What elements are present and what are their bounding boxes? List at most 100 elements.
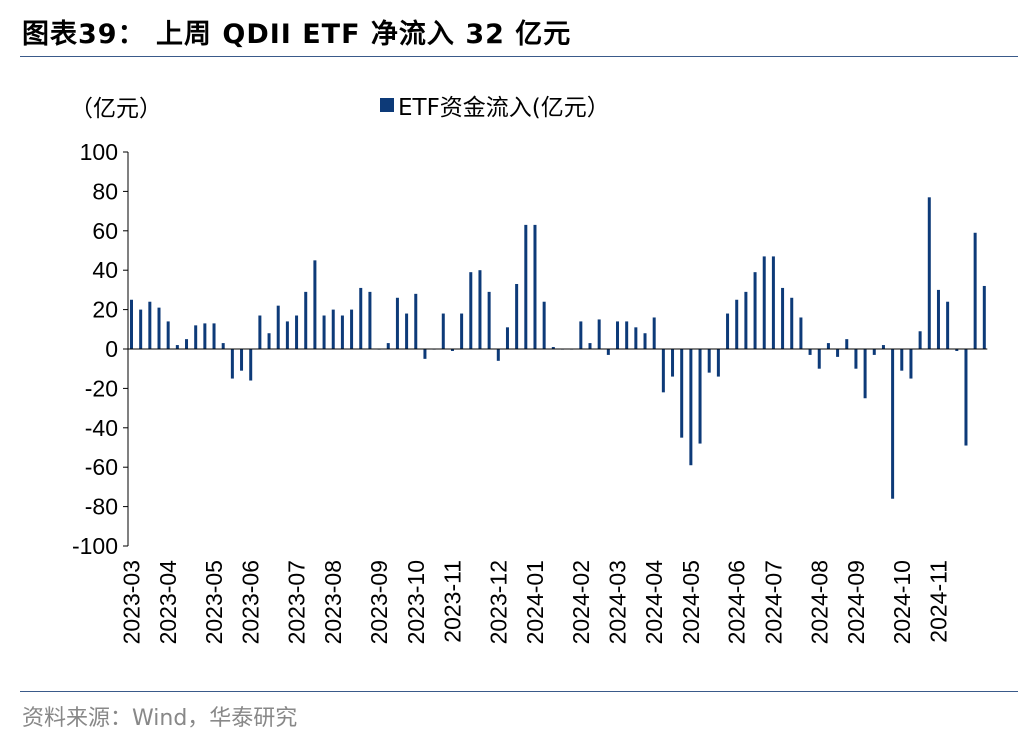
bar — [909, 349, 913, 379]
x-tick-label: 2024-10 — [889, 560, 915, 644]
bar — [221, 343, 225, 349]
bar — [460, 313, 464, 349]
bar — [973, 232, 977, 349]
legend: ETF资金流入(亿元） — [380, 88, 610, 122]
bar — [726, 313, 730, 349]
y-tick-label: 20 — [92, 297, 118, 323]
y-tick-label: 0 — [105, 336, 118, 362]
bar — [157, 307, 161, 349]
bar — [982, 285, 986, 349]
x-tick-label: 2024-02 — [568, 560, 594, 644]
bar — [900, 349, 904, 371]
bar — [753, 272, 757, 349]
source-divider — [20, 691, 1018, 692]
x-tick-label: 2024-08 — [806, 560, 832, 644]
bar — [166, 321, 170, 349]
bar — [826, 343, 830, 349]
bar — [478, 270, 482, 349]
y-tick-label: -20 — [85, 375, 118, 401]
bar — [212, 323, 216, 349]
legend-swatch — [380, 98, 394, 112]
bar — [295, 315, 299, 349]
bar — [203, 323, 207, 349]
legend-label: ETF资金流入(亿元） — [398, 95, 610, 121]
bar — [790, 297, 794, 349]
bar — [515, 283, 519, 349]
bar — [386, 343, 390, 349]
chart-title: 图表39： 上周 QDII ETF 净流入 32 亿元 — [22, 19, 572, 50]
bar — [661, 349, 665, 393]
y-tick-label: 100 — [80, 139, 118, 165]
bar — [707, 349, 711, 373]
x-tick-label: 2023-10 — [403, 560, 429, 644]
bar — [331, 309, 335, 349]
bar — [130, 299, 133, 349]
x-tick-label: 2023-03 — [119, 560, 145, 644]
x-tick-label: 2023-05 — [201, 560, 227, 644]
bar — [304, 291, 308, 349]
y-tick-label: 60 — [92, 218, 118, 244]
x-tick-label: 2024-01 — [522, 560, 548, 644]
y-tick-label: 40 — [92, 257, 118, 283]
bar — [267, 333, 271, 349]
bar — [450, 349, 454, 351]
x-tick-label: 2023-08 — [320, 560, 346, 644]
bar — [185, 339, 189, 349]
x-tick-label: 2024-04 — [641, 560, 667, 645]
x-tick-label: 2024-11 — [925, 560, 951, 643]
bar — [588, 343, 592, 349]
x-tick-label: 2024-09 — [843, 560, 869, 644]
bar — [469, 272, 473, 349]
bar — [368, 291, 372, 349]
bar — [964, 349, 968, 446]
bar — [716, 349, 720, 377]
bar — [276, 305, 280, 349]
bar — [936, 289, 940, 349]
bar — [735, 299, 739, 349]
x-tick-label: 2023-09 — [366, 560, 392, 644]
x-tick-label: 2024-03 — [605, 560, 631, 644]
bar — [881, 345, 885, 349]
bar — [625, 321, 629, 349]
source-note: 资料来源：Wind，华泰研究 — [22, 706, 298, 731]
bar — [533, 224, 537, 349]
bar — [496, 349, 500, 361]
bar — [148, 301, 152, 349]
bar — [230, 349, 234, 379]
bar — [322, 315, 326, 349]
bar — [405, 313, 409, 349]
bar — [542, 301, 546, 349]
bar — [918, 331, 922, 349]
x-tick-label: 2024-06 — [724, 560, 750, 644]
bar — [139, 309, 143, 349]
bar — [606, 349, 610, 355]
bar — [817, 349, 821, 369]
bar — [927, 197, 931, 349]
bar — [423, 349, 427, 359]
bar — [350, 309, 354, 349]
y-axis-unit-label: （亿元） — [70, 96, 162, 122]
y-tick-label: -60 — [85, 454, 118, 480]
bar — [441, 313, 445, 349]
bar — [671, 349, 675, 377]
bar — [781, 287, 785, 349]
bar — [551, 347, 555, 349]
bar — [395, 297, 399, 349]
bar — [524, 224, 528, 349]
x-tick-label: 2023-07 — [284, 560, 310, 644]
bar — [194, 325, 198, 349]
bar — [808, 349, 812, 355]
x-tick-label: 2023-12 — [485, 560, 511, 644]
bar — [616, 321, 620, 349]
bar — [579, 321, 583, 349]
bar — [487, 291, 491, 349]
x-tick-label: 2023-04 — [155, 560, 181, 645]
x-tick-label: 2023-11 — [439, 560, 465, 643]
bar — [955, 349, 959, 351]
bar — [689, 349, 693, 466]
y-tick-label: -80 — [85, 494, 118, 520]
bar — [240, 349, 244, 371]
bar — [863, 349, 867, 399]
bar — [175, 345, 179, 349]
